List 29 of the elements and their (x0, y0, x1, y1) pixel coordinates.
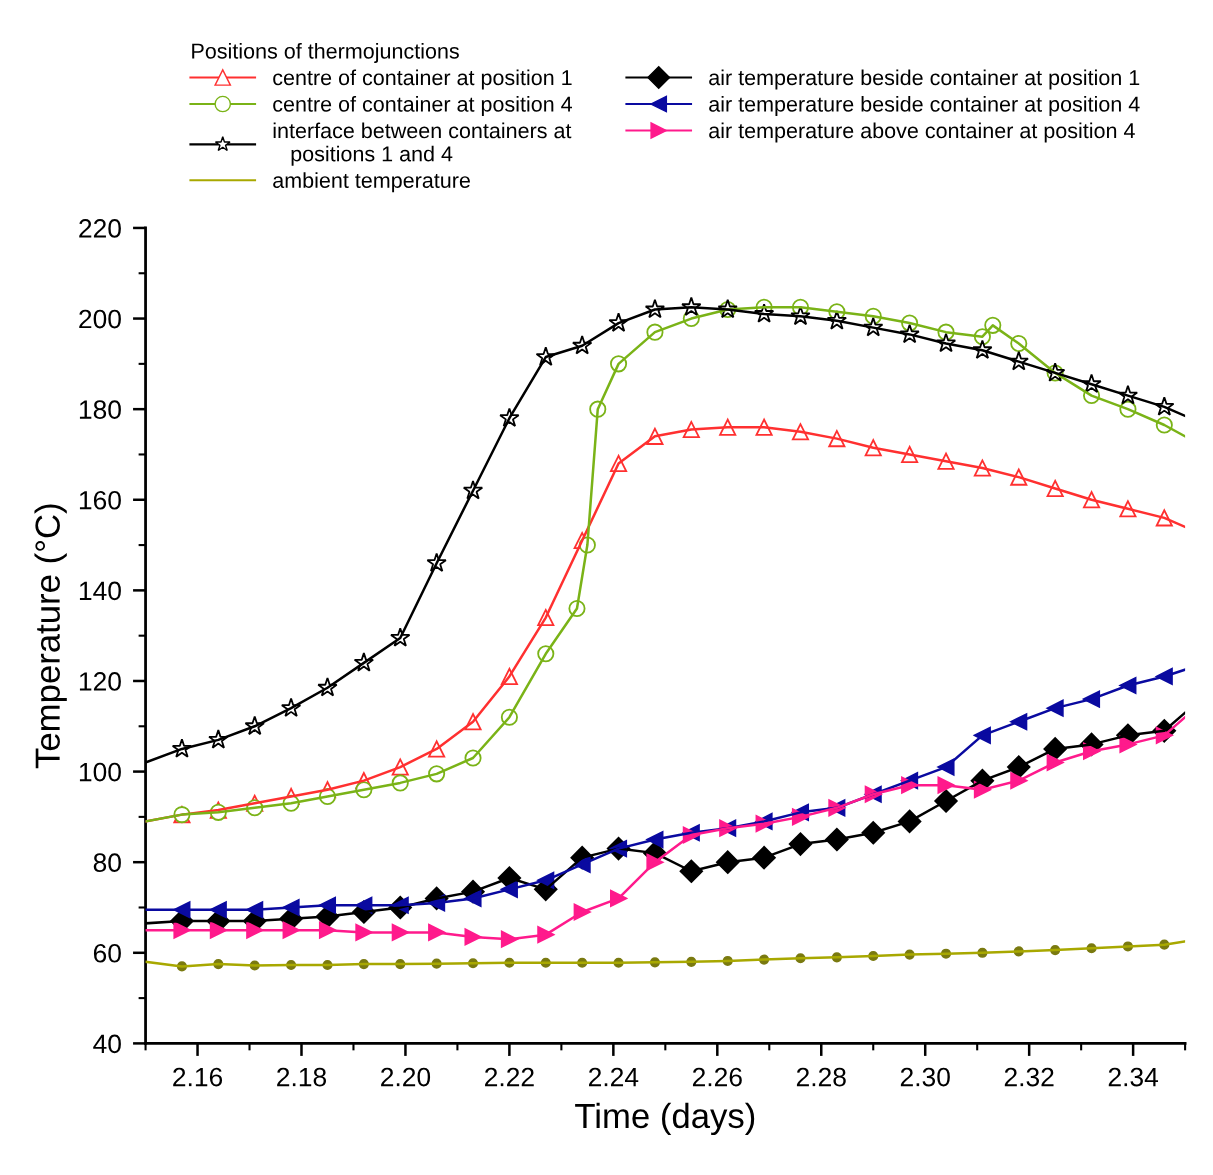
legend-label: air temperature beside container at position 1 (709, 69, 1140, 90)
y-tick-label: 100 (79, 762, 121, 782)
x-tick-label: 2.30 (900, 1067, 950, 1087)
y-tick-label: 60 (93, 943, 121, 963)
x-tick-label: 2.20 (381, 1067, 431, 1087)
x-tick-label: 2.18 (277, 1067, 327, 1087)
y-tick-label: 140 (79, 581, 121, 601)
y-tick-label: 160 (79, 490, 121, 510)
x-tick-label: 2.34 (1108, 1067, 1159, 1087)
x-tick-label: 2.28 (796, 1067, 846, 1087)
y-tick-label: 40 (93, 1034, 121, 1054)
x-tick-label: 2.26 (692, 1067, 742, 1087)
legend-label: centre of container at position 4 (273, 95, 573, 117)
x-tick-label: 2.16 (173, 1067, 223, 1087)
x-tick-label: 2.22 (485, 1067, 534, 1087)
y-tick-label: 180 (79, 400, 121, 419)
legend-title: Positions of thermojunctions (192, 42, 459, 63)
y-tick-label: 80 (93, 853, 121, 873)
legend-label: centre of container at position 1 (273, 69, 572, 90)
y-tick-label: 220 (79, 219, 121, 238)
y-tick-label: 120 (79, 672, 121, 691)
legend-label: ambient temperature (273, 172, 470, 193)
y-axis-title: Temperature (°C) (34, 504, 67, 769)
legend-label: air temperature beside container at position 4 (709, 95, 1140, 117)
x-tick-label: 2.24 (589, 1067, 639, 1087)
y-tick-label: 200 (79, 309, 121, 329)
x-tick-label: 2.32 (1004, 1067, 1054, 1087)
legend-label: air temperature above container at position 4 (709, 122, 1135, 143)
x-axis-title: Time (days) (575, 1102, 755, 1136)
